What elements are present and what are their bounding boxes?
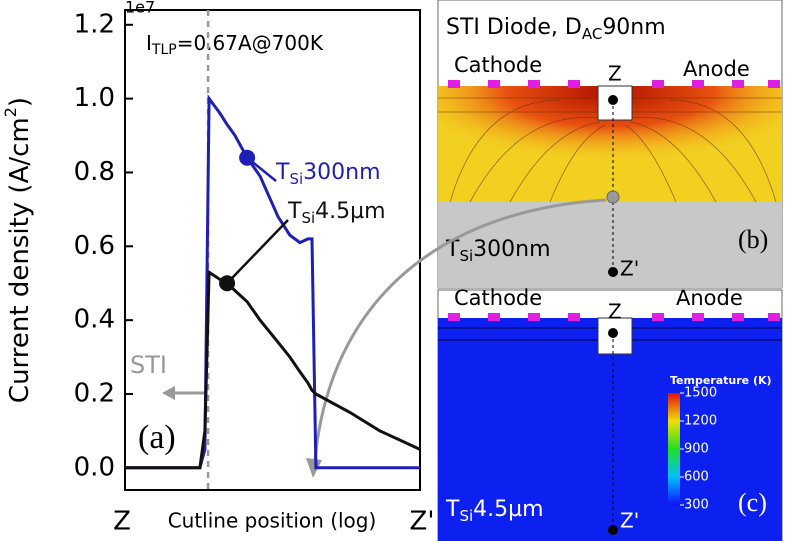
y-tick-label: 1.0 <box>74 83 115 113</box>
x-axis-title: Cutline position (log) <box>168 509 377 533</box>
condition-annotation: ITLP=0.67A@700K <box>146 31 324 59</box>
panel-c: Cathode Anode Z Z' TSi4.5µm (c) Temperat… <box>437 286 783 541</box>
panel-label: (b) <box>738 225 768 254</box>
cathode-label: Cathode <box>454 53 542 77</box>
cathode-label: Cathode <box>454 286 542 310</box>
colorbar-tick-label: 600 <box>684 470 709 485</box>
cutline-end <box>608 328 618 338</box>
text: T <box>287 199 302 224</box>
y-tick-label: 0.0 <box>74 452 115 482</box>
subscript: Si <box>301 209 315 227</box>
sti-arrowhead <box>162 386 175 400</box>
text: 4.5µm <box>473 497 543 522</box>
colorbar-tick-label: 900 <box>684 442 709 457</box>
colorbar-ticks: 300 600 900 1200 1500 <box>680 386 717 513</box>
panel-title: STI Diode, DAC90nm <box>446 15 666 43</box>
probe-point <box>606 190 620 204</box>
colorbar-tick-label: 1500 <box>684 386 717 401</box>
subscript: Si <box>459 507 473 525</box>
y-tick-label: 0.4 <box>74 305 115 335</box>
text: 90nm <box>602 15 665 40</box>
chart: Current density (A/cm2) 1e7 Z Cutline po… <box>1 0 607 537</box>
z-prime-label: Z' <box>620 257 639 281</box>
colorbar-title: Temperature (K) <box>670 374 772 387</box>
z-label: Z <box>608 300 622 324</box>
text: 300nm <box>303 160 380 185</box>
cutline-end <box>608 95 618 105</box>
text: Current density (A/cm <box>5 117 35 403</box>
z-label: Z <box>608 62 622 86</box>
y-tick-label: 0.6 <box>74 231 115 261</box>
subscript: Si <box>459 247 473 265</box>
series-marker <box>239 149 256 166</box>
y-tick-label: 0.8 <box>74 157 115 187</box>
text: =0.67A@700K <box>177 31 324 55</box>
panel-label: (a) <box>138 419 176 456</box>
y-tick-label: 1.2 <box>74 9 115 39</box>
y-axis-title: Current density (A/cm2) <box>1 97 35 403</box>
leader-line <box>226 219 289 285</box>
colorbar-tick-label: 1200 <box>684 414 717 429</box>
thickness-label: TSi300nm <box>445 237 551 265</box>
x-end-label: Z' <box>410 507 435 537</box>
device-region <box>438 318 782 541</box>
legend-label: TSi4.5µm <box>287 199 386 227</box>
link-arrowhead <box>306 458 322 478</box>
panel-label: (c) <box>738 488 767 517</box>
text: I <box>146 31 152 55</box>
thickness-label: TSi4.5µm <box>445 497 544 525</box>
plot-frame <box>124 9 421 491</box>
text: ) <box>5 97 35 107</box>
y-tick-label: 0.2 <box>74 379 115 409</box>
panel-b: STI Diode, DAC90nm Cathode Anode Z Z' TS… <box>437 0 783 289</box>
colorbar-tick-label: 300 <box>684 498 709 513</box>
sti-annotation: STI <box>130 351 167 379</box>
series-line <box>125 269 421 470</box>
x-start-label: Z <box>113 507 131 537</box>
text: 300nm <box>473 237 550 262</box>
subscript: TLP <box>151 42 177 58</box>
colorbar <box>668 393 680 505</box>
text: T <box>445 497 460 522</box>
series-line <box>125 94 420 470</box>
text: T <box>275 160 290 185</box>
contacts <box>448 80 780 88</box>
text: STI Diode, D <box>446 15 582 40</box>
legend-label: TSi300nm <box>275 160 381 188</box>
cutline-end <box>608 267 618 277</box>
anode-label: Anode <box>683 57 750 81</box>
superscript: 2 <box>1 107 20 117</box>
subscript: AC <box>582 25 602 43</box>
contacts <box>448 313 780 321</box>
z-prime-label: Z' <box>620 509 639 533</box>
y-offset-label: 1e7 <box>125 0 155 17</box>
text: 4.5µm <box>315 199 385 224</box>
series-marker <box>219 275 236 292</box>
anode-label: Anode <box>676 286 743 310</box>
cutline-end <box>608 525 618 535</box>
subscript: Si <box>289 170 303 188</box>
